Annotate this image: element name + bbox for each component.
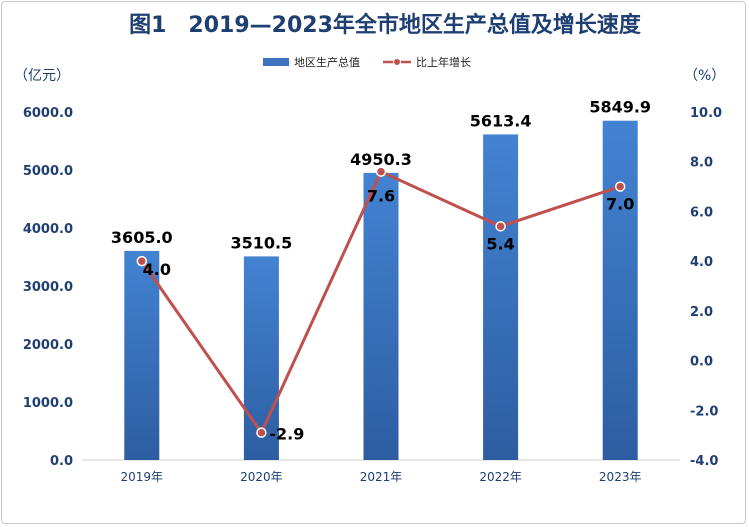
- line-point: [495, 221, 506, 232]
- line-data-label: -2.9: [269, 425, 304, 444]
- left-axis-tick-label: 1000.0: [23, 396, 73, 411]
- line-data-label: 7.0: [606, 195, 634, 214]
- line-point: [136, 255, 148, 267]
- x-axis-tick-label: 2020年: [240, 470, 283, 484]
- x-axis-tick-label: 2021年: [360, 470, 403, 484]
- bar-data-label: 3605.0: [111, 228, 173, 247]
- right-axis-tick-label: 2.0: [690, 305, 713, 320]
- line-point: [256, 427, 267, 438]
- right-axis-unit: （%）: [684, 68, 725, 84]
- bar: [124, 250, 160, 460]
- bar-data-labels: 3605.0 3510.5 4950.3 5613.4 5849.9: [111, 98, 651, 253]
- right-axis-tick-label: -2.0: [690, 404, 718, 419]
- left-axis-tick-label: 6000.0: [23, 106, 73, 121]
- legend-line-marker: [393, 58, 401, 66]
- right-axis-tick-label: 0.0: [690, 355, 713, 370]
- legend-bar-swatch: [263, 58, 289, 66]
- line-point: [375, 166, 387, 177]
- left-axis: 0.0 1000.0 2000.0 3000.0 4000.0 5000.0 6000.0: [23, 106, 73, 469]
- chart-title: 图1 2019—2023年全市地区生产总值及增长速度: [129, 12, 642, 38]
- line-point: [614, 181, 626, 192]
- bar-series: [124, 120, 638, 461]
- x-axis-tick-label: 2022年: [479, 470, 522, 484]
- right-axis: -4.0 -2.0 0.0 2.0 4.0 6.0 8.0 10.0: [690, 106, 722, 469]
- line-series: [136, 166, 626, 438]
- line-data-label: 5.4: [486, 234, 514, 253]
- bar-data-label: 5613.4: [470, 111, 532, 130]
- line-data-labels: 4.0 -2.9 7.6 5.4 7.0: [143, 187, 635, 444]
- legend: 地区生产总值 比上年增长: [263, 55, 471, 69]
- right-axis-tick-label: 8.0: [690, 156, 713, 171]
- legend-bar-label: 地区生产总值: [294, 55, 360, 69]
- line-data-label: 4.0: [143, 260, 171, 279]
- right-axis-tick-label: 4.0: [690, 255, 713, 270]
- left-axis-tick-label: 2000.0: [23, 338, 73, 353]
- line-data-label: 7.6: [367, 187, 395, 206]
- right-axis-tick-label: 6.0: [690, 205, 713, 220]
- left-axis-tick-label: 5000.0: [23, 164, 73, 179]
- bar: [483, 134, 519, 461]
- x-axis-tick-label: 2023年: [599, 470, 642, 484]
- bar: [602, 120, 638, 460]
- bar-data-label: 4950.3: [350, 150, 412, 169]
- left-axis-tick-label: 3000.0: [23, 280, 73, 295]
- x-axis-tick-label: 2019年: [121, 470, 164, 484]
- left-axis-unit: （亿元）: [14, 68, 70, 84]
- right-axis-tick-label: 10.0: [690, 106, 722, 121]
- x-axis: 2019年 2020年 2021年 2022年 2023年: [121, 470, 642, 484]
- bar: [243, 256, 279, 460]
- left-axis-tick-label: 4000.0: [23, 222, 73, 237]
- left-axis-tick-label: 0.0: [50, 454, 73, 469]
- right-axis-tick-label: -4.0: [690, 454, 718, 469]
- bar: [363, 172, 399, 460]
- bar-data-label: 3510.5: [231, 233, 293, 252]
- legend-line-label: 比上年增长: [416, 55, 471, 69]
- bar-data-label: 5849.9: [589, 98, 651, 117]
